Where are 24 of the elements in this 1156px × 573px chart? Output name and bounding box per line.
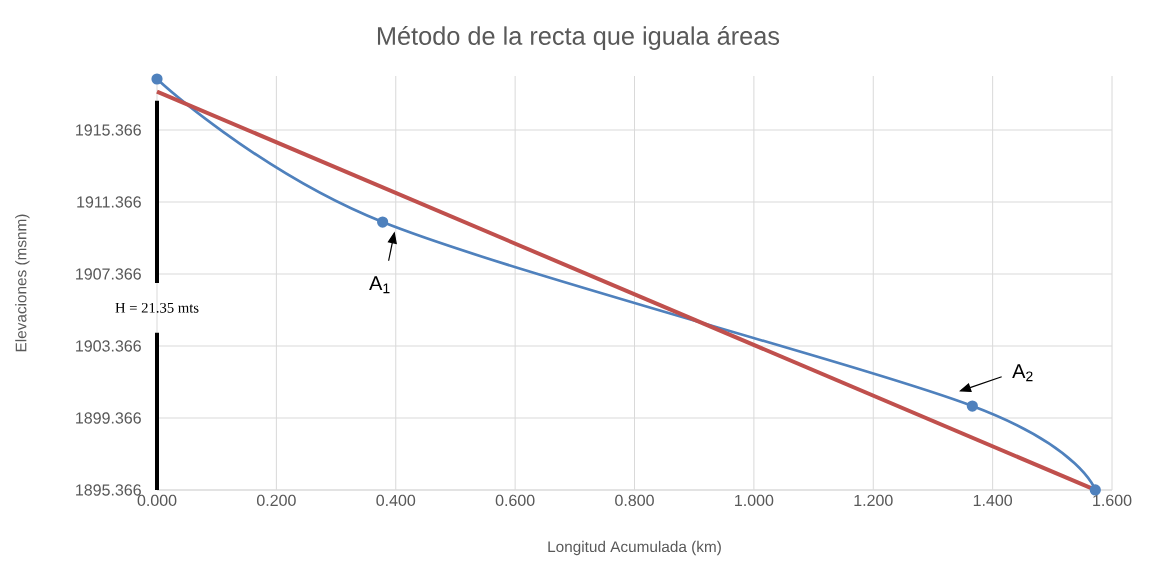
annotation: A$_{1}$ — [369, 276, 390, 293]
point — [966, 400, 978, 412]
annotation: H = 21.35 mts — [115, 302, 199, 313]
y-tick-label: 1915.366 — [76, 124, 141, 136]
x-tick-label: 0.000 — [137, 494, 177, 506]
x-axis-title: Longitud Acumulada (km) — [548, 540, 721, 555]
y-tick-label: 1903.366 — [76, 340, 141, 352]
point — [151, 73, 163, 85]
annotation: A$_{2}$ — [1012, 364, 1033, 382]
y-tick-label: 1911.366 — [77, 196, 141, 208]
y-tick-label: 1899.366 — [76, 412, 141, 424]
y-tick-label: 1895.366 — [76, 484, 141, 496]
x-tick-label: 0.200 — [256, 494, 296, 506]
x-tick-label: 1.200 — [854, 494, 893, 506]
x-tick-label: 1.000 — [735, 494, 774, 506]
y-tick-label: 1907.366 — [76, 268, 141, 280]
y-axis-title: Elevaciones (msnm) — [15, 214, 30, 352]
x-tick-label: 0.800 — [615, 494, 654, 506]
x-tick-label: 1.600 — [1093, 494, 1132, 506]
chart-title: Método de la recta que iguala áreas — [377, 25, 780, 50]
x-tick-label: 0.600 — [495, 494, 535, 506]
x-tick-label: 1.400 — [973, 494, 1013, 506]
point — [377, 216, 389, 228]
x-tick-label: 0.400 — [376, 494, 416, 506]
